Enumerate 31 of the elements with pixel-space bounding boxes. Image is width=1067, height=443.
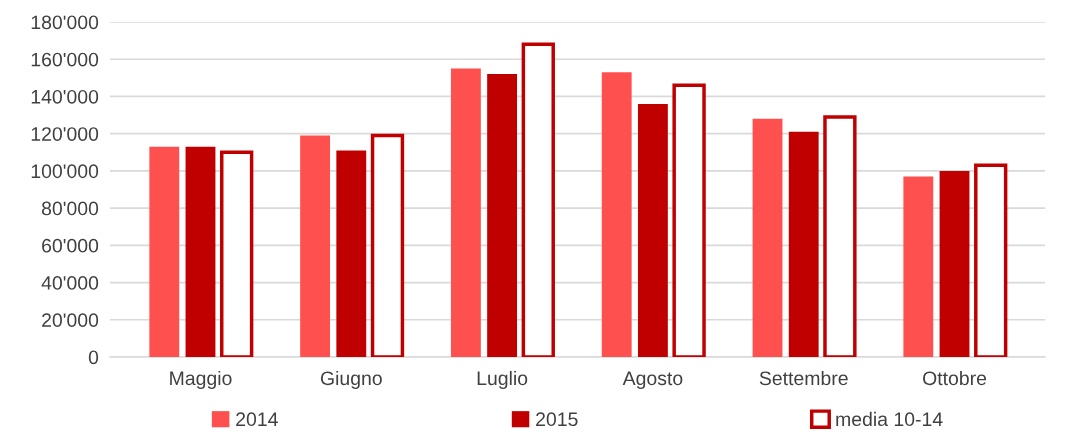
y-tick-label: 100'000 bbox=[31, 164, 99, 179]
bar bbox=[601, 72, 632, 357]
legend-label: media 10-14 bbox=[836, 411, 943, 427]
bar bbox=[450, 68, 481, 357]
bar bbox=[903, 176, 934, 357]
x-tick-label: Maggio bbox=[170, 370, 232, 390]
legend-label: 2014 bbox=[236, 412, 278, 427]
y-tick-label: 80'000 bbox=[41, 201, 99, 216]
x-tick-label: Giugno bbox=[320, 370, 382, 390]
x-tick-label: Ottobre bbox=[923, 370, 987, 386]
bar bbox=[939, 170, 970, 357]
y-tick-label: 160'000 bbox=[31, 52, 99, 67]
y-tick-label: 140'000 bbox=[31, 89, 99, 104]
legend-label: 2015 bbox=[536, 412, 578, 427]
y-tick-label: 180'000 bbox=[31, 15, 99, 30]
x-tick-label: Agosto bbox=[622, 371, 683, 390]
y-tick-label: 60'000 bbox=[42, 238, 99, 253]
bar bbox=[752, 118, 783, 357]
y-tick-label: 20'000 bbox=[42, 313, 99, 328]
bar bbox=[336, 150, 367, 357]
y-tick-label: 120'000 bbox=[31, 127, 99, 141]
x-tick-label: Settembre bbox=[759, 370, 848, 386]
bar bbox=[300, 135, 331, 357]
bar bbox=[637, 103, 668, 357]
bar bbox=[487, 74, 518, 357]
y-tick-label: 0 bbox=[88, 350, 99, 365]
bar bbox=[788, 131, 819, 357]
bar bbox=[149, 146, 180, 357]
x-tick-label: Luglio bbox=[477, 370, 528, 390]
bar bbox=[185, 146, 216, 357]
y-tick-label: 40'000 bbox=[41, 276, 99, 290]
